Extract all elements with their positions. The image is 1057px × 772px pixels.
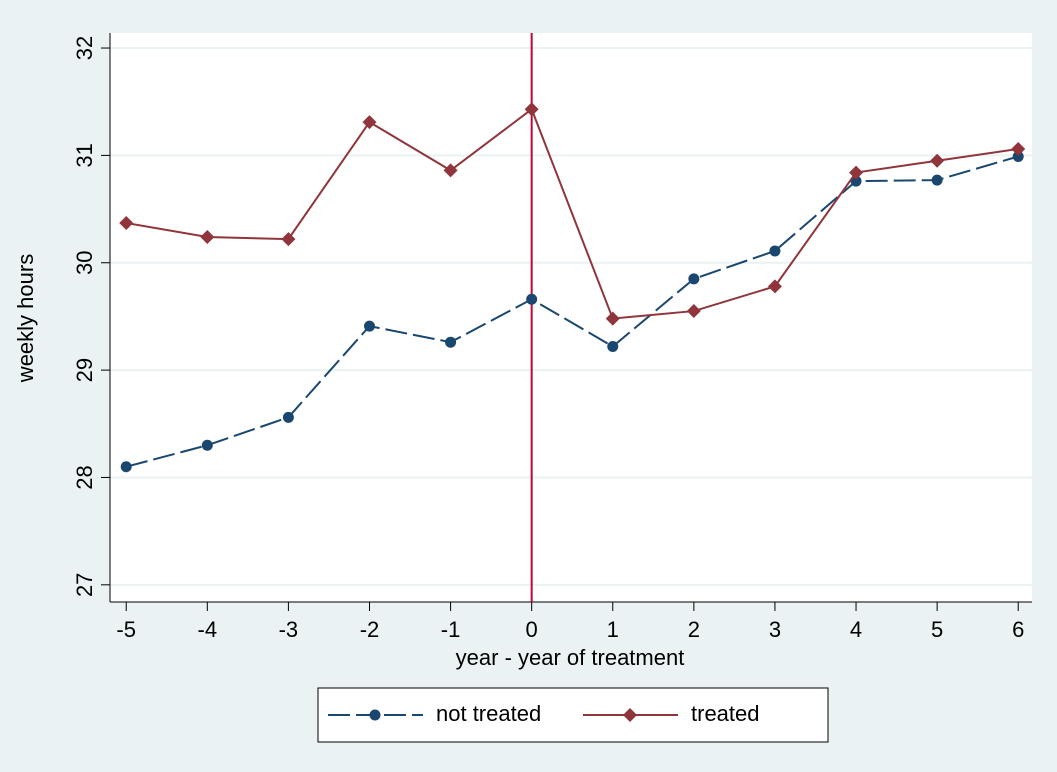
x-tick-label: -1: [441, 617, 461, 642]
legend-label: not treated: [436, 701, 541, 726]
y-tick-label: 27: [72, 573, 97, 597]
marker: [526, 293, 538, 305]
marker: [930, 153, 945, 168]
y-tick-label: 28: [72, 465, 97, 489]
x-tick-label: -2: [360, 617, 380, 642]
marker: [524, 102, 539, 117]
y-axis-label: weekly hours: [13, 254, 38, 383]
marker: [200, 229, 215, 244]
marker: [443, 163, 458, 178]
x-tick-label: 1: [607, 617, 619, 642]
x-tick-label: -4: [198, 617, 218, 642]
y-tick-label: 31: [72, 143, 97, 167]
marker: [201, 439, 213, 451]
plot-area: [110, 33, 1032, 602]
y-tick-label: 30: [72, 251, 97, 275]
x-tick-label: 4: [850, 617, 862, 642]
marker: [119, 216, 134, 231]
marker: [686, 304, 701, 319]
x-tick-label: 2: [688, 617, 700, 642]
series-line: [125, 155, 1019, 468]
x-tick-label: 6: [1012, 617, 1024, 642]
marker: [849, 165, 864, 180]
marker: [362, 115, 377, 130]
marker: [931, 174, 943, 186]
marker: [445, 336, 457, 348]
marker: [369, 709, 381, 721]
x-tick-label: 0: [526, 617, 538, 642]
x-tick-label: 5: [931, 617, 943, 642]
marker: [607, 340, 619, 352]
legend-label: treated: [691, 701, 760, 726]
marker: [767, 279, 782, 294]
marker: [281, 232, 296, 247]
marker: [120, 461, 132, 473]
marker: [363, 320, 375, 332]
x-axis-label: year - year of treatment: [456, 645, 685, 670]
marker: [623, 708, 637, 722]
x-tick-label: -3: [279, 617, 299, 642]
x-tick-label: -5: [116, 617, 136, 642]
y-tick-label: 29: [72, 358, 97, 382]
series-line: [126, 107, 1019, 320]
marker: [1011, 141, 1026, 156]
marker: [769, 245, 781, 257]
marker: [850, 175, 862, 187]
marker: [605, 311, 620, 326]
marker: [688, 273, 700, 285]
y-tick-label: 32: [72, 36, 97, 60]
marker: [282, 411, 294, 423]
marker: [1012, 150, 1024, 162]
x-tick-label: 3: [769, 617, 781, 642]
